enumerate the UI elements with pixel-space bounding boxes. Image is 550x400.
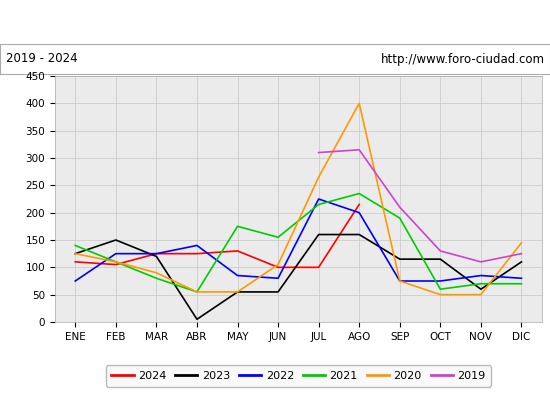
Text: 2019 - 2024: 2019 - 2024 — [6, 52, 77, 66]
Text: Evolucion Nº Turistas Nacionales en el municipio de Jete: Evolucion Nº Turistas Nacionales en el m… — [69, 14, 481, 28]
Text: http://www.foro-ciudad.com: http://www.foro-ciudad.com — [381, 52, 544, 66]
Legend: 2024, 2023, 2022, 2021, 2020, 2019: 2024, 2023, 2022, 2021, 2020, 2019 — [106, 366, 491, 386]
